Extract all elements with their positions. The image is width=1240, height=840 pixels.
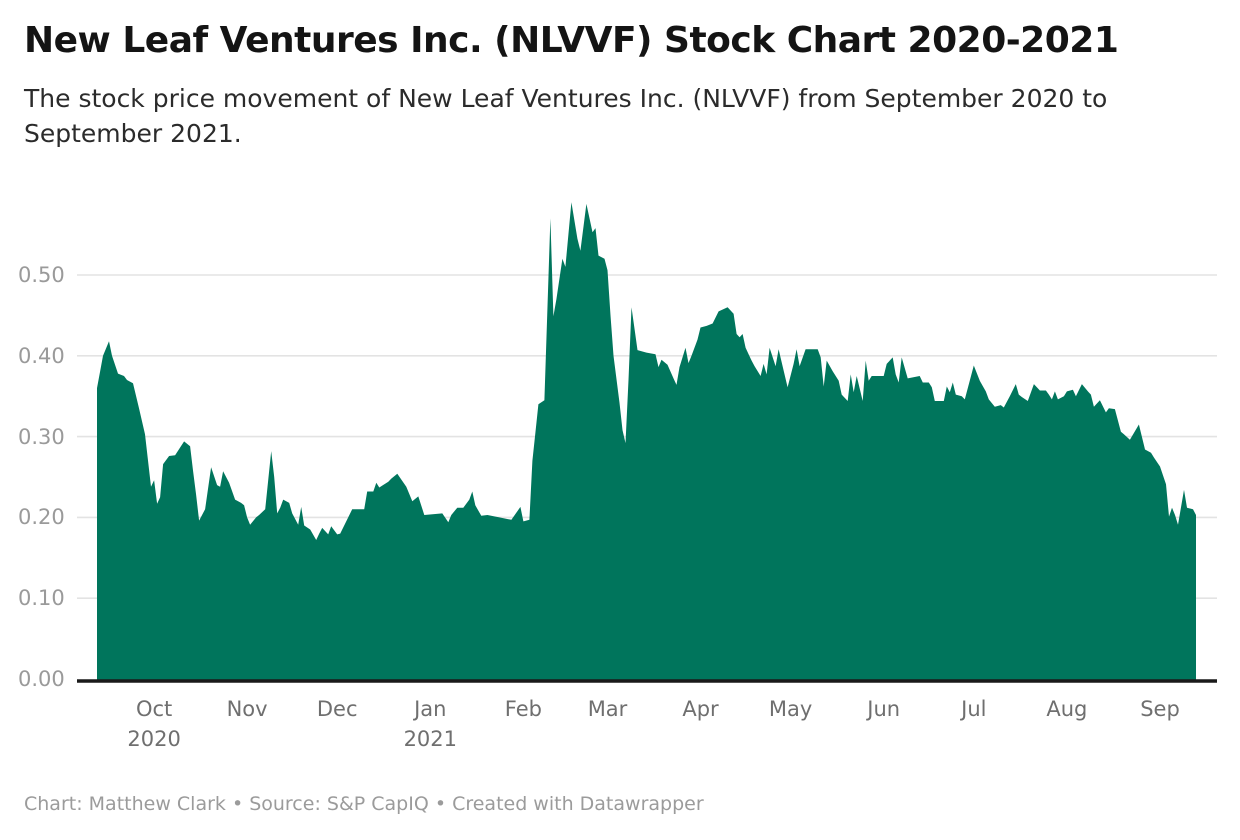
x-axis-tick-label: Oct — [135, 697, 173, 721]
chart-footer-credits: Chart: Matthew Clark • Source: S&P CapIQ… — [24, 793, 704, 815]
y-axis-tick-label: 0.00 — [18, 667, 65, 691]
y-axis-tick-label: 0.20 — [18, 505, 65, 530]
x-axis-tick-label: Jun — [867, 697, 901, 721]
x-axis-tick-label: Jul — [961, 697, 987, 721]
x-axis-tick-label: Sep — [1140, 697, 1180, 721]
x-axis-tick-label: Mar — [587, 697, 628, 721]
y-axis-tick-label: 0.30 — [18, 424, 65, 449]
x-axis-tick-label: Jan — [414, 697, 447, 721]
x-axis-tick-label: Dec — [316, 697, 358, 721]
x-axis-year-label: 2020 — [127, 727, 181, 751]
x-axis-tick-label: Nov — [226, 697, 268, 721]
x-axis-tick-label: Feb — [504, 697, 542, 721]
y-axis-tick-label: 0.40 — [18, 343, 65, 368]
chart-subtitle: The stock price movement of New Leaf Ven… — [24, 84, 1108, 148]
x-axis-tick-label: Apr — [682, 697, 719, 721]
y-axis-tick-label: 0.50 — [18, 263, 65, 287]
x-axis-year-label: 2021 — [403, 727, 458, 751]
chart-title: New Leaf Ventures Inc. (NLVVF) Stock Cha… — [24, 20, 1119, 61]
y-axis-tick-label: 0.10 — [18, 586, 65, 611]
x-axis-tick-label: Aug — [1046, 697, 1088, 721]
x-axis-tick-label: May — [768, 697, 813, 721]
